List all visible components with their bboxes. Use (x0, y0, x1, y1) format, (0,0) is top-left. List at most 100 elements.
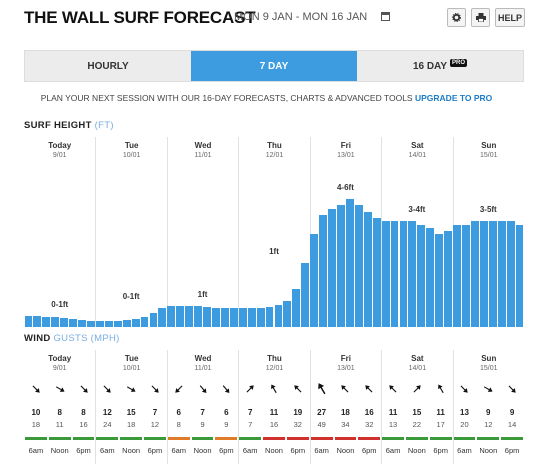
print-button[interactable] (471, 8, 490, 27)
surf-bar (95, 320, 104, 327)
day-date: 9/01 (52, 365, 67, 372)
wind-speed: 11 (388, 408, 398, 417)
time-label: Noon (122, 446, 141, 455)
day-name: Wed (194, 354, 212, 363)
day-name: Sun (481, 354, 497, 363)
forecast-tabs: HOURLY 7 DAY 16 DAY PRO (24, 50, 524, 82)
surf-bar (149, 312, 158, 327)
day-name: Sun (481, 141, 497, 150)
wind-rating-bar (429, 437, 452, 440)
day-column: Wed 11/01 (166, 137, 238, 327)
surf-bar (479, 221, 488, 327)
wind-speed: 15 (412, 408, 422, 417)
day-name: Wed (194, 141, 212, 150)
day-date: 12/01 (265, 365, 284, 372)
surf-bar (310, 234, 319, 327)
day-column: Sun 15/01 (452, 350, 524, 464)
time-label: Noon (193, 446, 212, 455)
time-label: 6pm (433, 446, 448, 455)
day-name: Thu (267, 354, 282, 363)
settings-button[interactable] (447, 8, 466, 27)
day-date: 9/01 (52, 152, 67, 159)
surf-bar (319, 215, 328, 327)
surf-bar (42, 317, 51, 327)
day-name: Sat (411, 354, 424, 363)
gust-speed: 17 (436, 420, 445, 429)
wave-height-label: 1ft (197, 290, 208, 300)
day-date: 14/01 (408, 152, 427, 159)
day-name: Today (48, 354, 72, 363)
day-column: Fri 13/01 (309, 350, 381, 464)
day-date: 14/01 (408, 365, 427, 372)
time-label: 6pm (504, 446, 520, 455)
surf-bar (158, 307, 167, 327)
wind-speed: 9 (509, 408, 515, 417)
time-label: 6am (314, 446, 329, 455)
wind-speed: 8 (57, 408, 62, 417)
upgrade-link[interactable]: UPGRADE TO PRO (414, 93, 493, 103)
time-label: 6pm (361, 446, 377, 455)
gust-speed: 18 (126, 420, 136, 429)
surf-bar (238, 307, 247, 327)
surf-bar (301, 263, 310, 327)
wind-arrow-icon (413, 385, 421, 393)
day-date: 10/01 (122, 152, 141, 159)
promo-text: PLAN YOUR NEXT SESSION WITH OUR 16-DAY F… (40, 93, 413, 103)
surf-bar (497, 221, 506, 327)
time-label: 6am (457, 446, 472, 455)
surf-bar (69, 319, 78, 327)
day-name: Fri (340, 141, 352, 150)
wind-heading: WIND GUSTS (MPH) (24, 333, 120, 344)
surf-bar (78, 319, 86, 327)
surf-bar (113, 320, 122, 327)
wind-rating-bar (96, 437, 119, 440)
gust-speed: 13 (388, 420, 398, 429)
wave-height-label: 0-1ft (51, 299, 69, 309)
wind-arrow-icon (365, 385, 373, 393)
surf-unit: (FT) (94, 120, 114, 131)
wave-height-label: 3-5ft (479, 205, 497, 215)
gust-speed: 9 (200, 420, 205, 429)
surf-bar (426, 227, 435, 327)
gust-speed: 20 (460, 420, 469, 429)
wind-arrow-icon (437, 384, 444, 394)
wind-rating-bar (286, 437, 309, 440)
surf-bar (203, 307, 211, 327)
day-name: Fri (340, 354, 352, 363)
surf-bar (470, 221, 479, 327)
surf-bar (212, 307, 220, 327)
surf-bar (292, 288, 301, 327)
day-date: 12/01 (265, 152, 284, 159)
wave-height-label: 0-1ft (122, 291, 140, 301)
time-label: 6am (242, 446, 258, 455)
wind-rating-bar (358, 437, 381, 440)
day-name: Tue (124, 354, 139, 363)
gear-icon (452, 13, 461, 22)
tab-16-day[interactable]: 16 DAY PRO (357, 51, 523, 81)
tab-7-day[interactable]: 7 DAY (191, 51, 357, 81)
day-name: Sat (411, 141, 424, 150)
wind-rating-bar (382, 437, 404, 440)
wind-arrow-icon (389, 385, 397, 393)
surf-bar (515, 224, 524, 327)
calendar-icon[interactable] (381, 12, 390, 21)
wind-rating-bar (263, 437, 285, 440)
gust-speed: 16 (269, 420, 279, 429)
wind-speed: 13 (460, 408, 469, 417)
surf-bar (104, 320, 113, 327)
surf-title: SURF HEIGHT (24, 120, 92, 131)
day-column: Tue 10/01 (95, 137, 166, 327)
wind-speed: 10 (31, 408, 41, 417)
surf-bar (229, 307, 238, 327)
tab-hourly[interactable]: HOURLY (25, 51, 191, 81)
wind-arrow-icon (32, 385, 40, 393)
day-column: Fri 13/01 (309, 137, 381, 327)
wind-speed: 18 (340, 408, 350, 417)
time-label: 6pm (147, 446, 163, 455)
help-button[interactable]: HELP (495, 8, 525, 27)
wind-title: WIND (24, 333, 51, 344)
day-column: Wed 11/01 (166, 350, 238, 464)
surf-bar (444, 231, 453, 327)
wind-arrow-icon (294, 385, 302, 393)
time-label: 6am (171, 446, 187, 455)
